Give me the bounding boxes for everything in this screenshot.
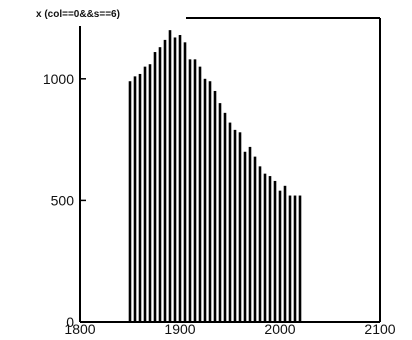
y-tick-label: 0 — [66, 314, 74, 330]
bar — [248, 146, 252, 322]
bar — [198, 66, 202, 322]
bar — [263, 173, 267, 322]
ticks-layer: 0 500 1000 1800 1900 2000 2100 — [43, 71, 396, 337]
bar — [133, 76, 137, 323]
bar — [298, 195, 302, 322]
bar — [268, 176, 272, 322]
bar — [243, 151, 247, 322]
bar — [218, 103, 222, 323]
bar — [143, 66, 147, 322]
x-tick-label: 2000 — [264, 321, 295, 337]
bar — [153, 52, 157, 323]
bar — [158, 47, 162, 323]
bar — [288, 195, 292, 322]
bar — [223, 112, 227, 322]
bar — [238, 132, 242, 322]
bar — [148, 64, 152, 323]
bars-layer — [128, 30, 302, 323]
bar — [208, 81, 212, 322]
bar — [203, 78, 207, 322]
bar — [233, 129, 237, 322]
bar — [228, 122, 232, 322]
bar — [193, 59, 197, 323]
bar — [138, 73, 142, 322]
bar — [183, 42, 187, 322]
bar — [273, 180, 277, 322]
bar — [173, 37, 177, 323]
bar — [283, 185, 287, 322]
y-tick-label: 500 — [51, 192, 75, 208]
bar — [278, 190, 282, 322]
bar — [163, 39, 167, 322]
bar — [253, 156, 257, 322]
bar — [258, 166, 262, 322]
bar — [293, 195, 297, 322]
x-tick-label: 1900 — [164, 321, 195, 337]
bar — [178, 35, 182, 323]
x-tick-label: 1800 — [64, 321, 95, 337]
bar — [168, 30, 172, 322]
bar — [213, 90, 217, 323]
chart-title: x (col==0&&s==6) — [36, 9, 120, 20]
bar — [188, 59, 192, 323]
bar — [128, 81, 132, 322]
x-tick-label: 2100 — [364, 321, 395, 337]
y-tick-label: 1000 — [43, 71, 74, 87]
